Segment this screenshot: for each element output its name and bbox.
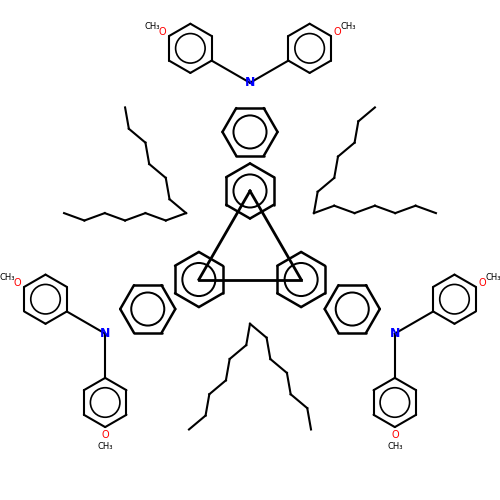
Text: CH₃: CH₃: [485, 272, 500, 281]
Text: O: O: [391, 430, 398, 440]
Text: CH₃: CH₃: [144, 22, 160, 30]
Text: N: N: [100, 327, 110, 340]
Text: O: O: [479, 278, 486, 288]
Text: CH₃: CH₃: [98, 442, 113, 452]
Text: N: N: [390, 327, 400, 340]
Text: CH₃: CH₃: [0, 272, 15, 281]
Text: O: O: [14, 278, 21, 288]
Text: O: O: [334, 27, 342, 37]
Text: CH₃: CH₃: [340, 22, 355, 30]
Text: N: N: [245, 76, 255, 90]
Text: CH₃: CH₃: [387, 442, 402, 452]
Text: O: O: [102, 430, 109, 440]
Text: O: O: [158, 27, 166, 37]
